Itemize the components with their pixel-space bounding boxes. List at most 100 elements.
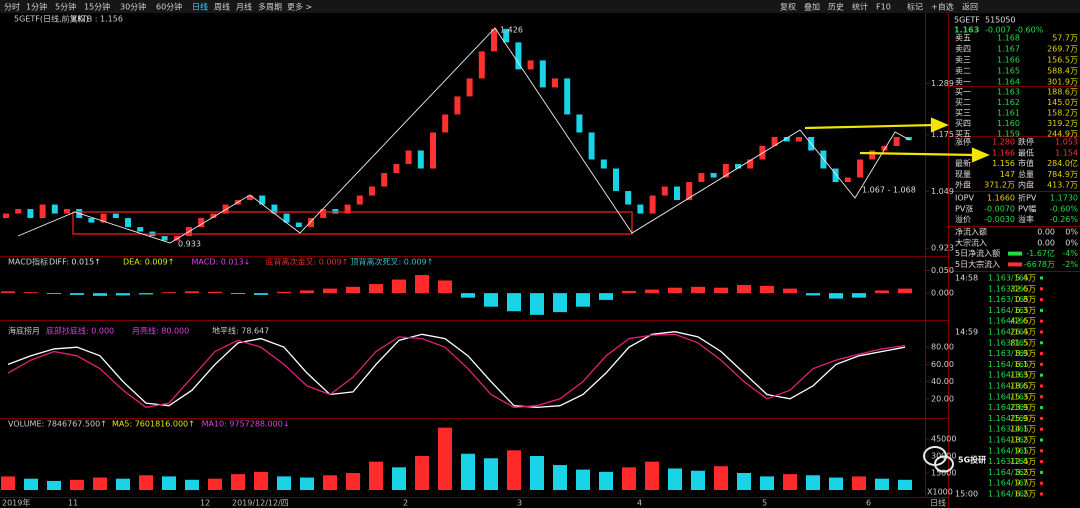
x-tick-label: 2019年 <box>2 498 30 508</box>
trade-volume: 9.7万 <box>1015 479 1036 488</box>
volume-bar <box>93 477 107 490</box>
trade-price: 1.163/165 <box>988 457 1029 466</box>
flow-label: 大宗流入 <box>955 237 987 247</box>
panel-label: 底部抄底线: 0.000 <box>46 326 114 336</box>
toolbar-item[interactable]: 月线 <box>236 2 252 12</box>
chart-title: 5GETF(日线,前复权) <box>14 14 89 24</box>
x-tick-label: 2019/12/12/四 <box>232 499 289 508</box>
candle <box>417 150 424 169</box>
toolbar-item[interactable]: +自选 <box>931 2 954 12</box>
x-tick-label: 5 <box>762 499 767 508</box>
macd-bar <box>24 292 38 294</box>
toolbar-item[interactable]: 1分钟 <box>26 2 47 12</box>
toolbar-item[interactable]: F10 <box>876 3 891 12</box>
flow-pct: -2% <box>1062 260 1078 269</box>
candle <box>356 195 363 205</box>
candle <box>381 173 388 187</box>
stat: 1.166 <box>992 148 1015 157</box>
trade-price: 1.164/165 <box>988 328 1029 337</box>
toolbar-item[interactable]: 更多 > <box>287 2 312 12</box>
toolbar-item[interactable]: 叠加 <box>804 2 820 12</box>
panel-label: VOLUME: 7846767.500↑ <box>8 420 107 429</box>
stat: 现量 <box>955 170 971 179</box>
y-tick-label: 0.050 <box>931 266 954 275</box>
macd-bar <box>645 289 659 294</box>
y-tick-label: 0.000 <box>931 289 954 298</box>
candle <box>564 78 571 115</box>
trade-volume: 5.4万 <box>1015 274 1036 283</box>
toolbar-item[interactable]: 周线 <box>214 2 230 12</box>
trade-price: 1.163/165 <box>988 338 1029 347</box>
toolbar-item[interactable]: 15分钟 <box>84 2 110 12</box>
stat: 784.9万 <box>1047 170 1078 179</box>
toolbar-item[interactable]: 60分钟 <box>156 2 182 12</box>
ask-price: 1.167 <box>997 45 1020 54</box>
toolbar-item[interactable]: 5分钟 <box>55 2 76 12</box>
y-tick-label: 45000 <box>931 435 956 444</box>
macd-bar <box>530 293 544 315</box>
trade-flag <box>1040 449 1043 453</box>
panel-label: 底背离次金叉: 0.009↑ <box>266 257 349 267</box>
candle <box>881 145 888 151</box>
macd-bar <box>277 291 291 294</box>
volume-bar <box>507 450 521 490</box>
trade-price: 1.164/165 <box>988 468 1029 477</box>
toolbar-item[interactable]: 标记 <box>907 2 923 12</box>
panel-label: MACD指标 <box>8 257 48 267</box>
trade-price: 1.164/165 <box>988 490 1029 499</box>
panel-label: DEA: 0.009↑ <box>123 258 174 267</box>
candle <box>674 186 680 201</box>
toolbar-item[interactable]: 日线 <box>192 2 208 12</box>
candle <box>27 209 34 219</box>
y-tick-label: 0.923 <box>931 244 954 253</box>
panel-label: 地平线: 78.647 <box>212 326 269 336</box>
candle <box>515 42 522 70</box>
volume-bar <box>346 473 360 490</box>
candle <box>137 227 144 232</box>
panel-label: 顶背离次死叉: 0.009↑ <box>351 257 434 267</box>
trade-volume: 6.3万 <box>1015 306 1036 315</box>
flow-value: -6678万 <box>1024 260 1055 269</box>
panel-label: MA10: 9757288.000↓ <box>202 420 290 429</box>
volume-bar <box>760 476 774 490</box>
candle <box>308 218 314 228</box>
candle <box>893 136 900 146</box>
ask-label: 卖四 <box>955 45 971 54</box>
trade-price: 1.163/165 <box>988 284 1029 293</box>
candle <box>64 209 70 214</box>
y-tick-label: 1.175 <box>931 130 954 139</box>
y-tick-label: 60.00 <box>931 360 954 369</box>
candle <box>613 168 619 192</box>
unit-label: X1000 <box>927 488 953 497</box>
quote-price: 1.163 <box>954 26 979 35</box>
trade-volume: 12.4万 <box>1010 457 1036 466</box>
candle <box>454 96 461 115</box>
trade-volume: 0.8万 <box>1015 295 1036 304</box>
candle <box>588 132 595 160</box>
macd-bar <box>254 293 268 295</box>
volume-bar <box>530 456 544 490</box>
stat: 371.2万 <box>984 181 1015 190</box>
volume-bar <box>116 478 130 490</box>
flow-value: 0.00 <box>1037 228 1055 237</box>
trade-volume: 18.6万 <box>1010 382 1036 391</box>
trade-flag <box>1040 416 1043 420</box>
y-tick-label: 1.049 <box>931 187 954 196</box>
panel-label: 海底捞月 <box>8 326 40 336</box>
y-tick-label: 40.00 <box>931 377 954 386</box>
quote-code: 515050 <box>985 16 1016 25</box>
candle <box>600 159 607 169</box>
toolbar-item[interactable]: 历史 <box>828 2 844 12</box>
trade-flag <box>1040 492 1043 496</box>
toolbar-item[interactable]: 分时 <box>4 2 20 12</box>
iopv: -0.0070 <box>984 204 1015 213</box>
toolbar-item[interactable]: 返回 <box>962 3 978 12</box>
iopv: 1.1730 <box>1050 194 1078 203</box>
toolbar-item[interactable]: 多周期 <box>258 2 282 12</box>
candle <box>796 136 802 142</box>
toolbar-item[interactable]: 统计 <box>852 2 868 12</box>
toolbar-item[interactable]: 30分钟 <box>120 2 146 12</box>
panel-label: DIFF: 0.015↑ <box>49 258 101 267</box>
toolbar-item[interactable]: 复权 <box>780 2 796 12</box>
ask-volume: 301.9万 <box>1047 78 1078 87</box>
